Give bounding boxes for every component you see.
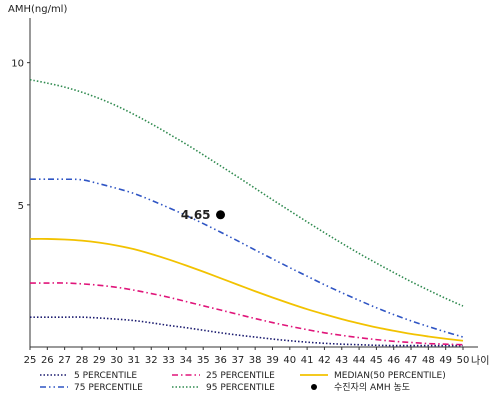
x-tick-label: 34	[180, 355, 193, 366]
y-axis-label: AMH(ng/ml)	[8, 4, 67, 15]
x-ticks: 25 26 27 28 29 30 31 32 33 34 35 36 37 38 39 40 41 42 43 44…	[24, 347, 470, 366]
x-tick-label: 25	[24, 355, 37, 366]
x-tick-label: 36	[214, 355, 227, 366]
x-tick-label: 45	[370, 355, 383, 366]
legend-label: 5 PERCENTILE	[74, 371, 137, 381]
legend-marker-patient	[311, 384, 317, 390]
x-tick-label: 31	[128, 355, 141, 366]
x-tick-label: 50	[457, 355, 470, 366]
legend-label: 75 PERCENTILE	[74, 383, 143, 393]
x-tick-label: 42	[318, 355, 331, 366]
patient-amh-point	[216, 210, 226, 220]
series-line-5-percentile	[30, 316, 463, 347]
legend-label: 25 PERCENTILE	[206, 371, 275, 381]
x-axis-label: 나이	[471, 355, 489, 367]
x-tick-label: 26	[41, 355, 54, 366]
x-tick-label: 48	[422, 355, 435, 366]
x-tick-label: 28	[76, 355, 89, 366]
y-ticks: 5 10	[11, 59, 30, 212]
series-layer	[29, 78, 464, 347]
axes: AMH(ng/ml) 나이	[8, 4, 489, 367]
legend-label: 수진자의 AMH 농도	[334, 382, 410, 393]
x-tick-label: 49	[439, 355, 452, 366]
x-tick-label: 43	[335, 355, 348, 366]
x-tick-label: 32	[145, 355, 158, 366]
x-tick-label: 29	[93, 355, 106, 366]
x-tick-label: 39	[266, 355, 279, 366]
y-tick-label: 5	[18, 201, 24, 212]
patient-amh-label: 4.65	[181, 208, 211, 222]
series-line-25-percentile	[30, 282, 464, 346]
x-tick-label: 37	[231, 355, 244, 366]
legend-label: 95 PERCENTILE	[206, 383, 275, 393]
x-tick-label: 27	[58, 355, 71, 366]
series-line-95-percentile	[29, 78, 464, 307]
x-tick-label: 44	[353, 355, 366, 366]
legend: 5 PERCENTILE 25 PERCENTILE MEDIAN(50 PERCE…	[40, 371, 446, 393]
x-tick-label: 47	[405, 355, 418, 366]
series-line-75-percentile	[29, 178, 464, 338]
legend-label: MEDIAN(50 PERCENTILE)	[334, 371, 446, 381]
marker-layer: 4.65	[181, 208, 226, 222]
x-tick-label: 35	[197, 355, 210, 366]
x-tick-label: 40	[283, 355, 296, 366]
x-tick-label: 30	[110, 355, 123, 366]
x-tick-label: 38	[249, 355, 262, 366]
x-tick-label: 41	[301, 355, 314, 366]
x-tick-label: 46	[387, 355, 400, 366]
y-tick-label: 10	[11, 59, 24, 70]
x-tick-label: 33	[162, 355, 175, 366]
series-line-median-50-percentile	[29, 238, 464, 342]
